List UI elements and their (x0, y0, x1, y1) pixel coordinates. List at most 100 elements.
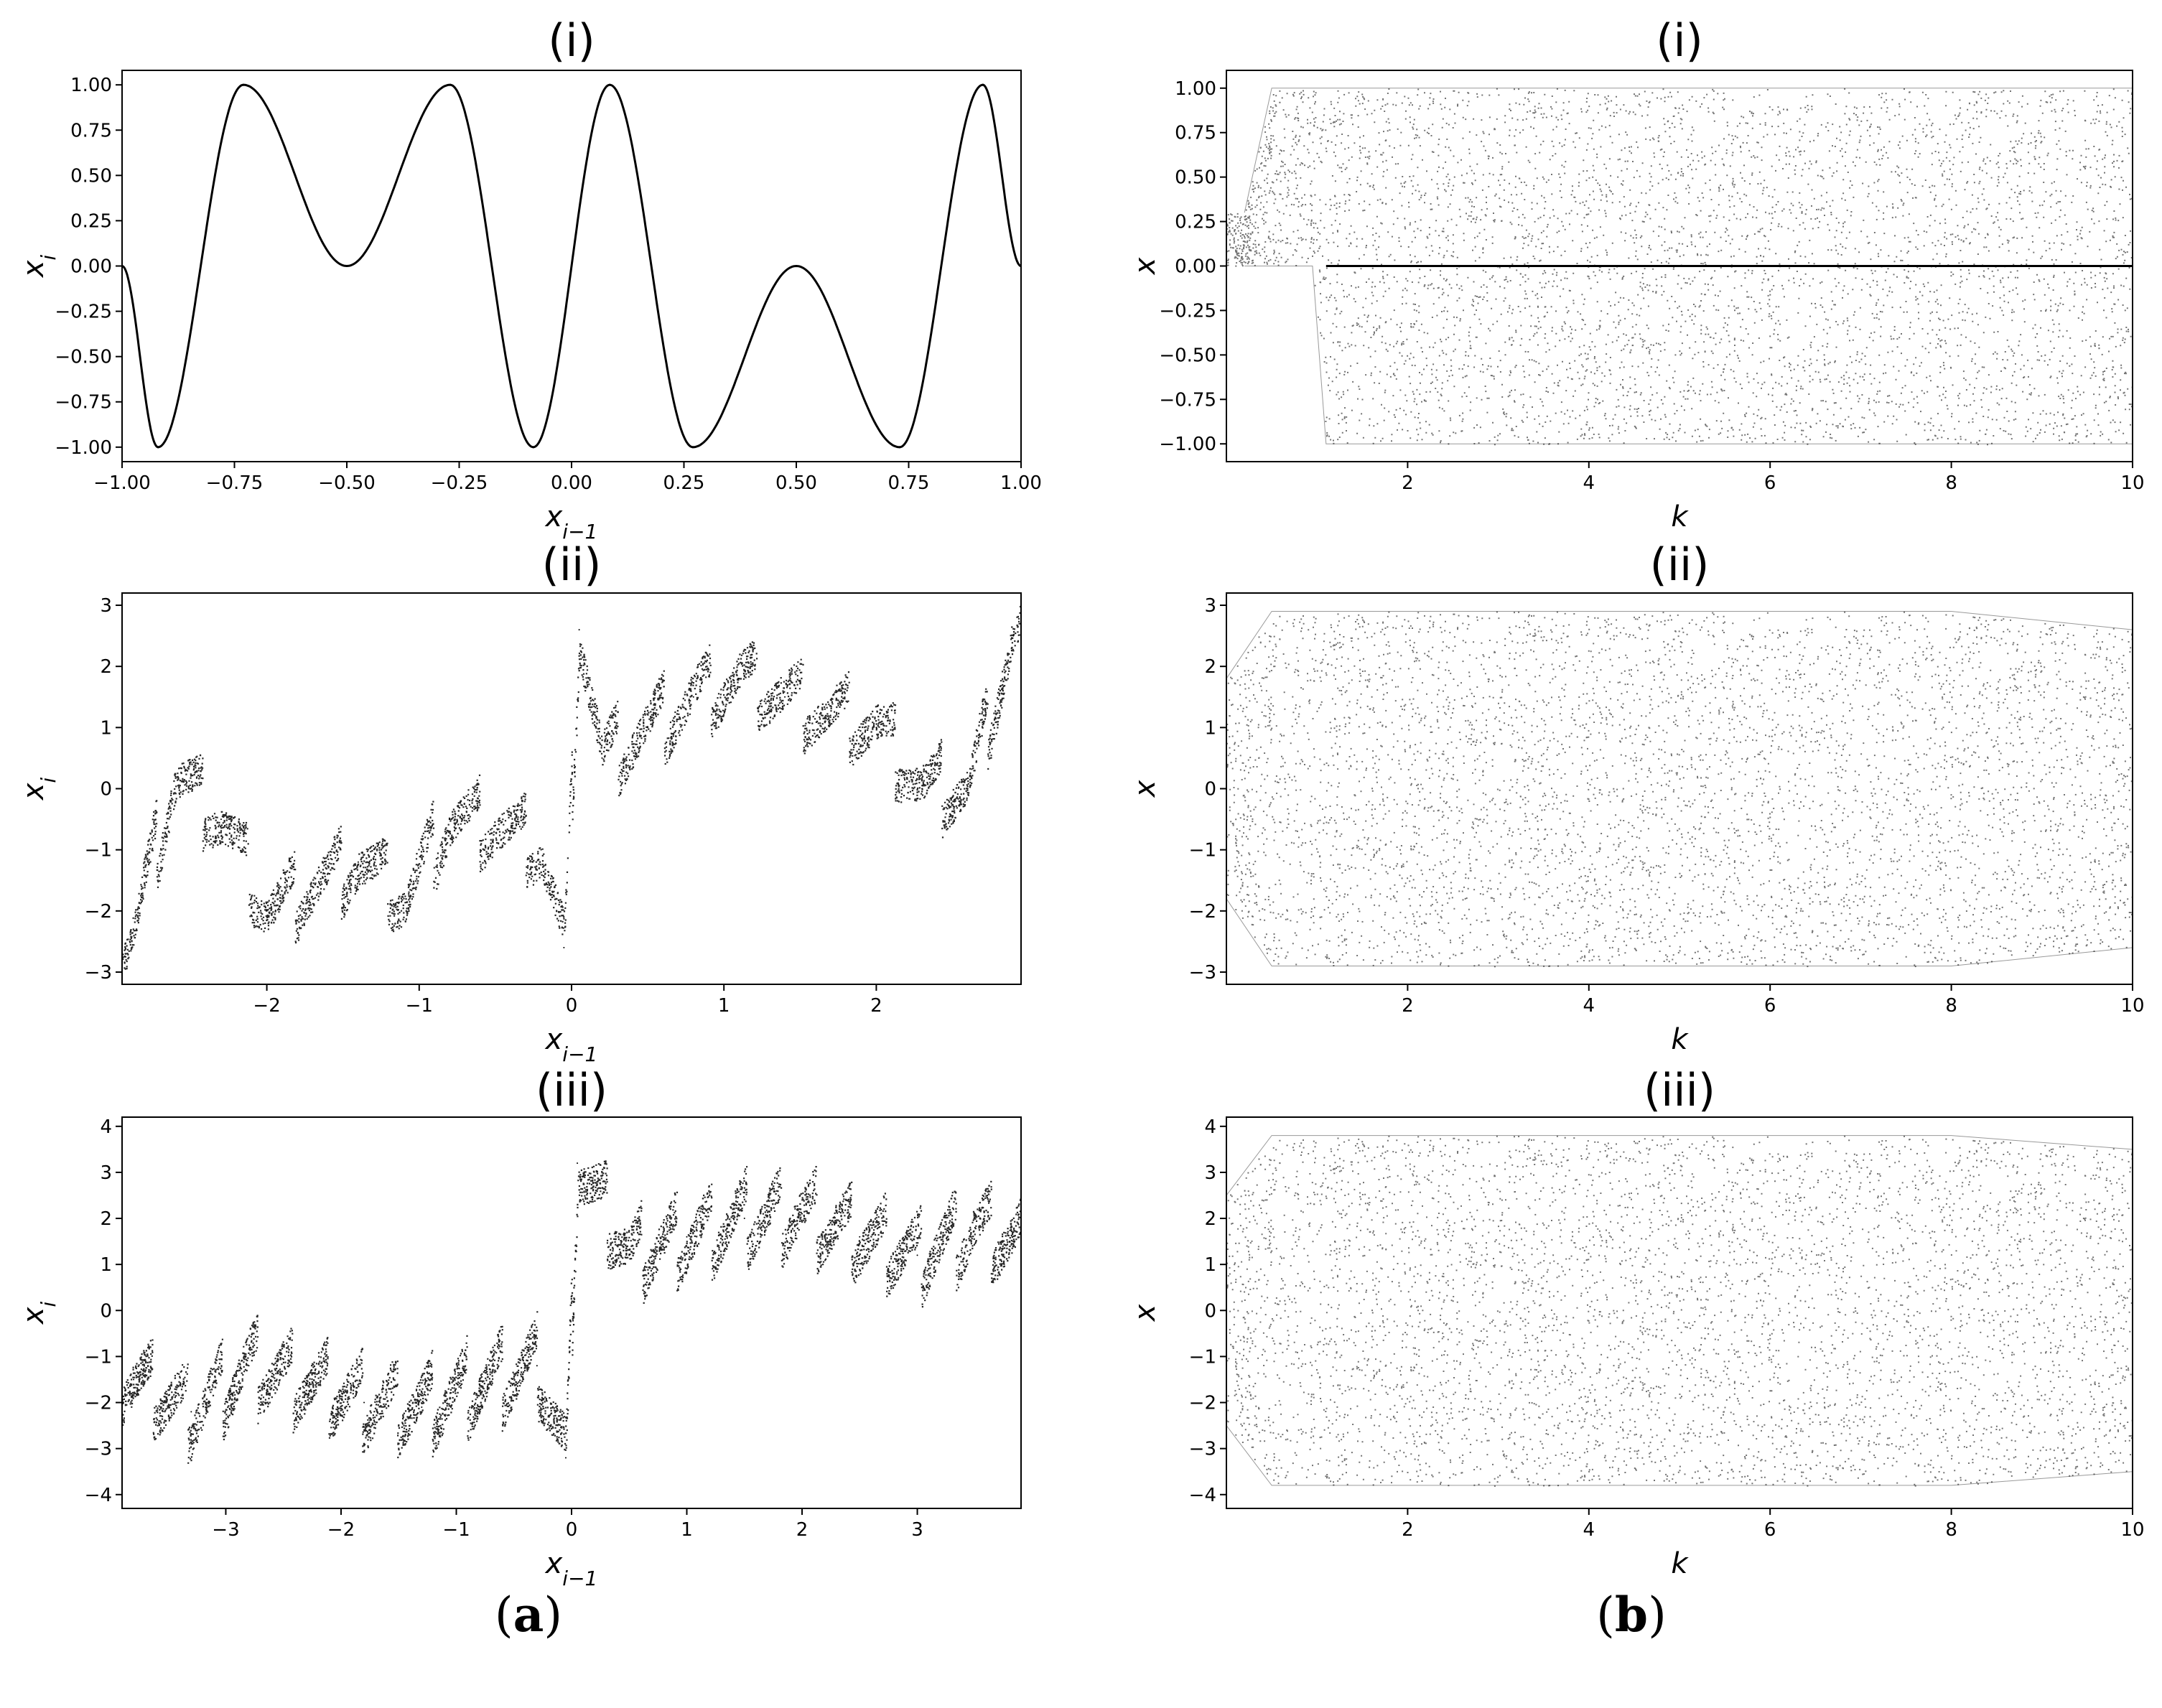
chart-title: (ii) (542, 538, 602, 591)
chart-title: (iii) (536, 1064, 607, 1116)
y-tick-label: −3 (85, 962, 112, 984)
data-point (266, 910, 268, 912)
chart-b-i: (i) 2 4 6 8 10 −1.00 −0.75 −0.50 −0.25 0.00 0.25 0.… (1129, 14, 2145, 533)
x-axis-label: k (1671, 1547, 1689, 1580)
y-axis-label: x (1129, 780, 1162, 798)
y-tick-label: −1 (85, 840, 112, 862)
data-point (449, 83, 452, 86)
x-tick-label: −0.50 (318, 472, 376, 494)
data-point (692, 696, 694, 698)
envelope-y_min (1226, 1425, 2133, 1486)
data-point (564, 1457, 567, 1459)
figure-label-b-letter: b (1615, 1587, 1648, 1643)
x-axis-label: xi−1 (544, 1023, 598, 1066)
data-point (921, 788, 923, 790)
y-tick-label: −0.50 (55, 347, 112, 368)
x-tick-label: 6 (1764, 995, 1776, 1017)
data-point (449, 818, 451, 821)
y-tick-label: 0 (1204, 779, 1216, 801)
y-tick-label: 0 (100, 1300, 112, 1322)
x-tick-label: −0.75 (206, 472, 264, 494)
y-tick-label: 0 (1204, 1300, 1216, 1322)
axes-frame (1226, 1116, 2133, 1509)
data-point (966, 788, 969, 790)
y-tick-label: −1.00 (55, 437, 112, 459)
data-point (829, 714, 831, 717)
y-tick-label: 4 (100, 1116, 112, 1138)
y-tick-label: 3 (100, 595, 112, 617)
data-point (536, 1365, 538, 1367)
x-axis-label: xi−1 (544, 500, 598, 543)
y-tick-label: 0 (100, 779, 112, 801)
y-tick-label: −0.25 (1159, 300, 1216, 322)
data-point (859, 1236, 861, 1238)
x-axis-label: k (1671, 1023, 1689, 1056)
y-tick-label: 1 (1204, 717, 1216, 739)
y-tick-label: −0.50 (1159, 345, 1216, 366)
y-tick-label: 3 (1204, 1162, 1216, 1184)
data-point (563, 946, 565, 948)
y-tick-label: −0.75 (55, 392, 112, 414)
data-point (1012, 635, 1015, 637)
x-tick-label: 1.00 (1000, 472, 1042, 494)
data-point (532, 446, 535, 449)
y-tick-label: 0.75 (1175, 123, 1216, 144)
x-tick-label: 1 (681, 1519, 693, 1541)
series-line (122, 83, 1021, 449)
envelope-y_max (1226, 1135, 2133, 1196)
y-tick-label: −2 (85, 901, 112, 923)
y-tick-label: 1.00 (70, 75, 112, 96)
y-axis-label: x (1129, 257, 1162, 276)
y-tick-label: −1 (1189, 1346, 1216, 1368)
envelope-y_max (1226, 611, 2133, 679)
data-point (157, 446, 159, 449)
x-tick-label: −2 (327, 1519, 355, 1541)
x-tick-label: 8 (1945, 995, 1957, 1017)
data-point (312, 885, 314, 887)
data-point (305, 1383, 307, 1385)
data-point (801, 1213, 803, 1215)
x-axis-label: k (1671, 500, 1689, 533)
data-point (743, 1218, 745, 1220)
data-point (738, 678, 740, 680)
chart-title: (ii) (1650, 538, 1710, 591)
x-tick-label: 8 (1945, 472, 1957, 494)
data-point (357, 861, 359, 863)
x-tick-label: 2 (796, 1519, 809, 1541)
x-tick-label: 1 (718, 995, 730, 1017)
data-point (982, 83, 984, 86)
x-tick-label: −2 (253, 995, 280, 1017)
x-tick-label: −3 (212, 1519, 239, 1541)
y-tick-label: −2 (85, 1393, 112, 1414)
data-point (691, 446, 694, 449)
data-point (242, 83, 245, 86)
x-tick-label: 2 (1402, 472, 1414, 494)
data-point (601, 757, 603, 759)
x-tick-label: 0.50 (775, 472, 817, 494)
chart-title: (i) (548, 14, 595, 67)
data-point (784, 696, 786, 698)
y-tick-label: 1 (100, 717, 112, 739)
x-tick-label: −1 (406, 995, 433, 1017)
y-tick-label: −2 (1189, 1393, 1216, 1414)
plot-area (122, 605, 1021, 970)
y-tick-label: −2 (1189, 901, 1216, 923)
y-tick-label: 0.25 (70, 210, 112, 232)
x-tick-label: 2 (870, 995, 882, 1017)
data-point (540, 849, 542, 851)
x-tick-label: 2 (1402, 1519, 1414, 1541)
data-point (916, 1254, 918, 1256)
y-tick-label: −0.25 (55, 302, 112, 323)
y-tick-label: −4 (1189, 1485, 1216, 1506)
data-point (628, 1254, 630, 1256)
x-axis-label: xi−1 (544, 1547, 598, 1590)
plot-area (122, 1160, 1021, 1464)
x-tick-label: 0 (566, 1519, 578, 1541)
y-tick-label: 2 (1204, 1208, 1216, 1230)
x-tick-label: 4 (1583, 1519, 1595, 1541)
data-point (421, 1406, 423, 1408)
data-point (129, 941, 131, 943)
x-tick-label: 0.25 (663, 472, 705, 494)
y-tick-label: 1.00 (1175, 78, 1216, 100)
